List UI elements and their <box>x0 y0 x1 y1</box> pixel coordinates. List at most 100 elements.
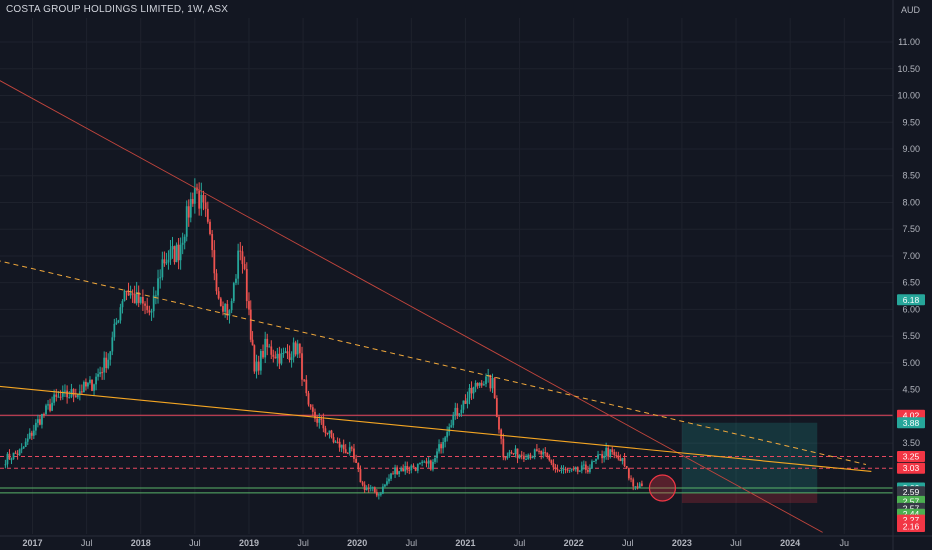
price-badge-label: 3.88 <box>903 418 920 428</box>
candle-body <box>408 469 411 471</box>
candle-body <box>109 351 112 360</box>
candle-body <box>144 303 146 306</box>
candle-body <box>181 242 184 245</box>
candle-body <box>115 322 118 324</box>
time-tick-label: Jul <box>730 538 742 548</box>
candle-body <box>423 461 426 463</box>
candle-body <box>570 468 573 470</box>
candle-body <box>167 259 170 263</box>
candle-body <box>340 444 343 448</box>
candle-body <box>198 190 201 209</box>
candle-body <box>416 463 419 471</box>
price-tick-label: 6.50 <box>902 278 920 288</box>
candle-body <box>215 273 218 292</box>
price-badge-label: 2.44 <box>903 509 920 519</box>
candle-body <box>334 441 337 443</box>
candle-body <box>336 441 339 443</box>
candle-body <box>344 449 347 454</box>
candle-body <box>438 444 440 452</box>
candle-body <box>311 407 314 412</box>
candle-body <box>326 432 329 434</box>
candle-body <box>20 448 23 450</box>
candle-body <box>516 448 519 459</box>
candle-body <box>204 202 207 209</box>
candle-body <box>268 346 271 348</box>
price-badge <box>897 417 925 429</box>
long-position-box[interactable] <box>681 422 818 503</box>
candle-body <box>235 278 237 284</box>
candle-body <box>141 296 144 304</box>
candle-body <box>398 471 401 475</box>
candle-body <box>222 306 224 312</box>
time-tick-label: 2017 <box>22 538 42 548</box>
profit-zone[interactable] <box>681 422 818 493</box>
highlight-circle-marker[interactable] <box>648 474 677 502</box>
candle-body <box>30 432 33 436</box>
candle-body <box>440 444 442 449</box>
candle-body <box>213 250 216 274</box>
candle-body <box>154 295 157 297</box>
price-tick-label: 10.00 <box>897 91 920 101</box>
candle-body <box>82 381 85 393</box>
candle-body <box>80 391 83 393</box>
currency-label: AUD <box>901 5 921 15</box>
candle-body <box>615 455 618 457</box>
candle-body <box>412 465 415 468</box>
candle-body <box>542 452 545 455</box>
candle-body <box>200 194 203 209</box>
candle-body <box>388 478 390 482</box>
trendline-major-downtrend[interactable] <box>0 69 823 533</box>
candle-body <box>93 384 95 391</box>
candle-body <box>533 449 536 457</box>
loss-zone[interactable] <box>681 492 818 503</box>
candle-body <box>292 342 295 358</box>
candle-body <box>219 298 222 307</box>
candle-body <box>36 419 39 423</box>
candle-body <box>485 376 487 385</box>
candle-body <box>57 396 60 398</box>
candle-body <box>540 450 543 455</box>
candle-body <box>10 459 13 461</box>
candle-body <box>161 259 164 278</box>
time-tick-label: 2022 <box>564 538 584 548</box>
candle-body <box>605 447 608 456</box>
candle-body <box>361 482 364 485</box>
candle-body <box>510 452 513 454</box>
candle-body <box>78 391 81 395</box>
candle-body <box>546 453 549 457</box>
candle-body <box>432 461 434 470</box>
candle-body <box>249 309 252 340</box>
trendline-dashed-resistance[interactable] <box>0 256 867 465</box>
price-badge-label: 2.16 <box>903 522 920 532</box>
candle-body <box>338 441 341 448</box>
trendline-orange-support[interactable] <box>0 384 872 472</box>
candle-body <box>107 359 110 369</box>
candle-body <box>241 251 244 265</box>
time-tick-label: Jul <box>622 538 634 548</box>
highlight-circle[interactable] <box>648 474 677 502</box>
candle-body <box>22 446 25 449</box>
candle-body <box>425 461 428 464</box>
candle-body <box>580 465 583 471</box>
candle-body <box>564 468 567 470</box>
candle-body <box>99 372 102 375</box>
candle-body <box>294 342 297 355</box>
candle-body <box>576 467 579 472</box>
price-badge-label: 2.59 <box>903 487 920 497</box>
candle-body <box>527 454 530 460</box>
candle-body <box>226 303 229 316</box>
candle-body <box>350 447 353 449</box>
candle-body <box>489 375 492 389</box>
candle-body <box>85 381 87 387</box>
time-tick-label: 2024 <box>780 538 800 548</box>
horizontal-levels[interactable] <box>0 414 893 494</box>
candle-body <box>589 468 591 472</box>
candle-body <box>442 441 445 449</box>
candle-body <box>255 361 258 372</box>
price-tick-label: 8.00 <box>902 197 920 207</box>
trendlines[interactable] <box>0 69 872 533</box>
candle-body <box>599 454 601 456</box>
candle-body <box>474 382 477 388</box>
candle-body <box>135 292 138 304</box>
